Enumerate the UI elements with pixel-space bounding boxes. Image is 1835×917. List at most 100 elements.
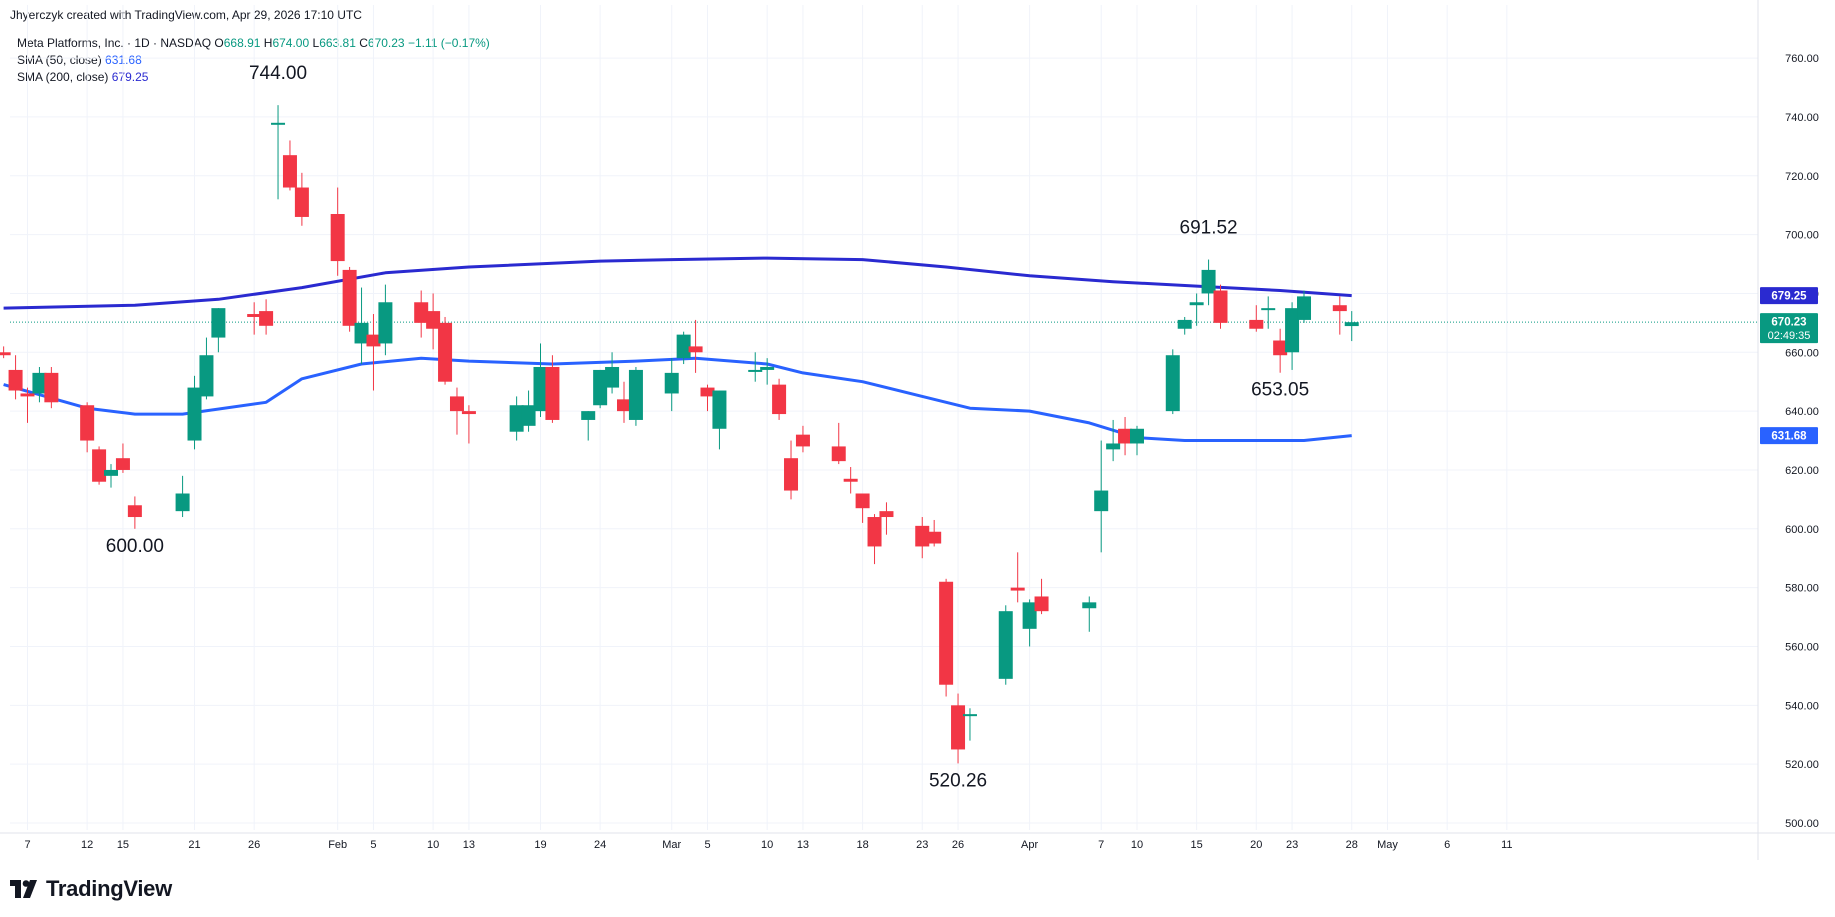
legend-sma50-label: SMA (50, close)	[17, 53, 102, 67]
candle	[1285, 302, 1300, 370]
candle-body	[998, 611, 1013, 679]
time-tick-label: 10	[427, 839, 439, 851]
legend-close-label: C	[359, 36, 368, 50]
candle-body	[951, 705, 966, 750]
candle-body	[259, 311, 274, 326]
legend-high-label: H	[263, 36, 273, 50]
legend-sma200-value: 679.25	[111, 70, 149, 84]
candle-body	[1273, 340, 1288, 356]
candle	[748, 352, 763, 382]
candle	[998, 605, 1013, 685]
candle-body	[962, 714, 977, 717]
candle	[187, 375, 202, 450]
candle	[92, 446, 107, 485]
candle-body	[581, 411, 596, 420]
candle-body	[20, 393, 35, 397]
candle	[127, 496, 142, 529]
price-tick-label: 540.00	[1785, 700, 1819, 712]
candle-body	[915, 525, 930, 547]
candle	[760, 358, 775, 385]
candle-body	[605, 366, 620, 388]
candle-body	[1332, 305, 1347, 312]
candle-body	[342, 269, 357, 326]
time-tick-label: 10	[1131, 839, 1143, 851]
candle	[80, 402, 95, 453]
candle	[175, 475, 190, 518]
legend-open-label: O	[214, 36, 224, 50]
time-tick-label: 21	[188, 839, 200, 851]
candle-body	[247, 314, 262, 317]
candle	[676, 331, 691, 365]
tradingview-logo-icon	[10, 880, 37, 898]
candle	[795, 425, 810, 453]
candle-body	[1201, 269, 1216, 294]
candle	[1010, 552, 1025, 603]
candle	[533, 343, 548, 418]
price-annotation: 653.05	[1251, 380, 1309, 401]
candle	[700, 384, 715, 412]
price-annotation: 520.26	[929, 770, 987, 791]
candle-body	[1249, 319, 1264, 329]
price-chart[interactable]: 500.00 520.00 540.00 560.00 580.00 600.00 620.…	[0, 0, 1835, 870]
legend-sma200-row[interactable]: SMA (200, close) 679.25	[17, 69, 490, 86]
candle	[271, 105, 286, 200]
time-tick-label: 11	[1501, 839, 1512, 851]
candle-body	[1010, 587, 1025, 591]
candle-body	[1177, 319, 1192, 329]
candle	[378, 284, 393, 356]
price-tick-label: 740.00	[1785, 112, 1819, 124]
candle-body	[104, 469, 119, 476]
time-tick-label: 15	[1191, 839, 1203, 851]
candle-body	[1297, 296, 1312, 320]
candle	[1297, 290, 1312, 323]
candle-body	[748, 369, 763, 372]
candle-body	[533, 366, 548, 412]
time-tick-label: 13	[797, 839, 809, 851]
candle	[509, 396, 524, 441]
candle	[605, 352, 620, 394]
candle	[1189, 293, 1204, 326]
candle	[593, 369, 608, 409]
candle-body	[1094, 490, 1109, 512]
price-tick-label: 760.00	[1785, 53, 1819, 65]
candle	[1094, 440, 1109, 553]
candle-body	[0, 352, 11, 356]
time-tick-label: 19	[534, 839, 546, 851]
candle	[1261, 296, 1276, 329]
time-tick-label: 26	[248, 839, 260, 851]
candle	[521, 390, 536, 432]
time-tick-label: 23	[1286, 839, 1298, 851]
time-tick-label: May	[1377, 839, 1398, 851]
candle	[330, 187, 345, 276]
price-label-bg	[1760, 427, 1818, 445]
candle	[0, 346, 11, 359]
candle-body	[867, 517, 882, 547]
candle	[628, 366, 643, 426]
time-tick-label: 5	[370, 839, 376, 851]
candle-body	[927, 531, 942, 544]
candle	[366, 314, 381, 391]
candle-body	[1261, 308, 1276, 311]
candle	[664, 358, 679, 412]
candle-body	[593, 369, 608, 406]
sma50-path	[3, 356, 1352, 442]
candle-body	[760, 366, 775, 370]
candle	[20, 387, 35, 423]
candle	[32, 366, 47, 403]
candle-body	[1106, 443, 1121, 450]
candle	[939, 578, 954, 697]
candle-body	[664, 372, 679, 394]
time-tick-label: 5	[704, 839, 710, 851]
time-tick-label: Feb	[328, 839, 347, 851]
candle	[772, 378, 787, 420]
price-annotation: 691.52	[1180, 218, 1238, 239]
candle	[1213, 284, 1228, 329]
time-tick-label: Apr	[1021, 839, 1038, 851]
candle-body	[939, 581, 954, 685]
chart-credit: Jhyerczyk created with TradingView.com, …	[10, 8, 362, 22]
candle-body	[784, 458, 799, 491]
tradingview-logo[interactable]: TradingView	[10, 876, 172, 902]
candle	[1201, 259, 1216, 306]
candle-body	[831, 446, 846, 462]
candle-body	[521, 405, 536, 426]
